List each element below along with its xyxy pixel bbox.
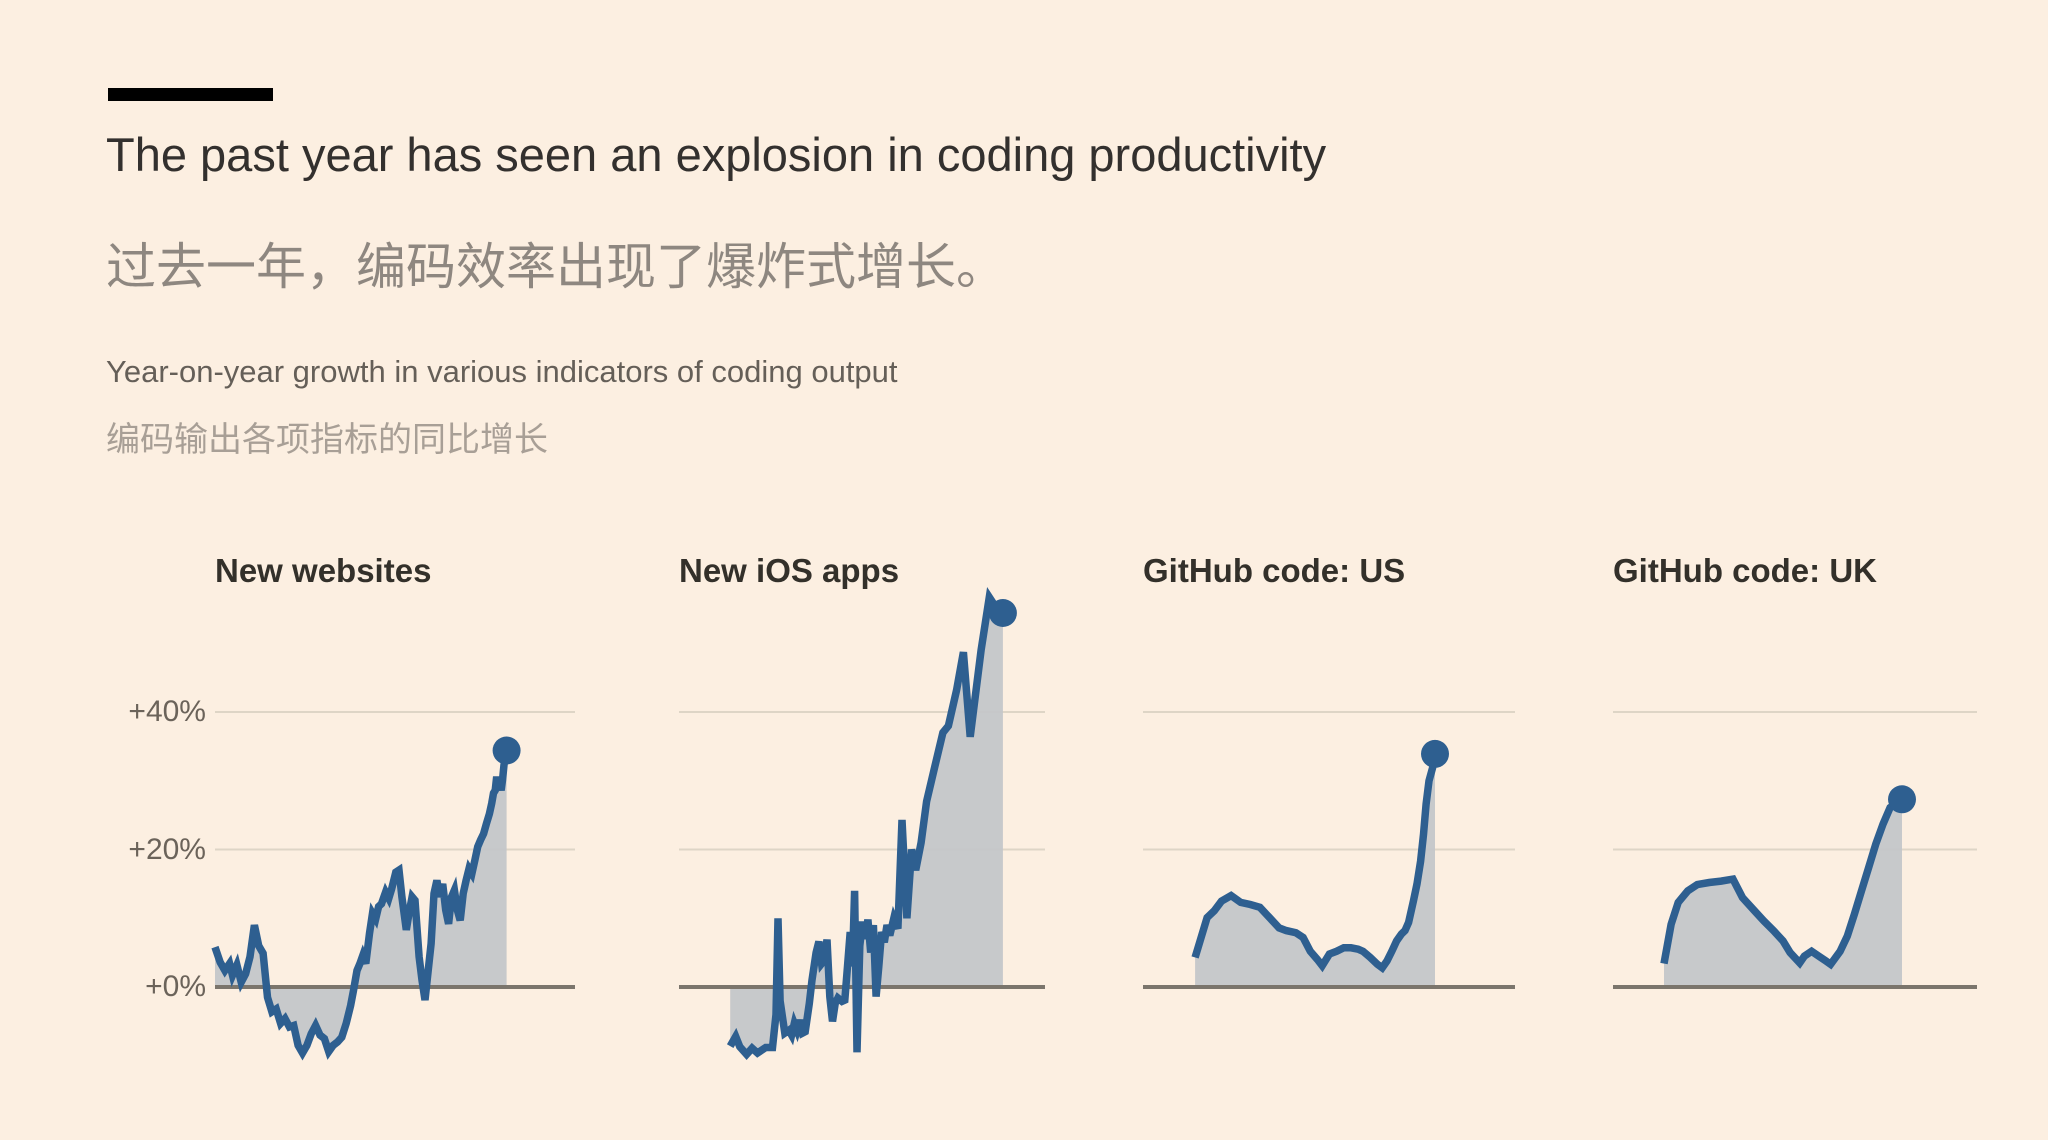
series-line — [726, 587, 1006, 1061]
endpoint-dot — [1888, 785, 1916, 814]
endpoint-dot — [988, 599, 1017, 627]
chart-title: GitHub code: US — [1143, 552, 1406, 589]
area-fill — [1664, 799, 1902, 987]
y-axis-label-20: +20% — [128, 833, 206, 866]
kicker-bar — [108, 88, 273, 101]
series-line — [1660, 796, 1905, 970]
page-title: The past year has seen an explosion in c… — [106, 128, 1327, 181]
chart-plot-new-websites — [211, 711, 575, 1061]
y-axis-label-0: +0% — [145, 970, 206, 1003]
chart-title: GitHub code: UK — [1613, 552, 1877, 589]
chart-plot-github-code-uk — [1613, 711, 1977, 989]
chart-plot-github-code-us — [1143, 711, 1515, 989]
series-line — [1191, 753, 1439, 974]
chart-new-ios-apps: New iOS apps — [679, 0, 1045, 1140]
y-axis-label-40: +40% — [128, 695, 206, 728]
chart-new-websites: New websites — [211, 0, 575, 1140]
chart-github-code-uk: GitHub code: UK — [1613, 0, 1977, 1140]
chart-github-code-us: GitHub code: US — [1143, 0, 1515, 1140]
series-line — [211, 749, 511, 1061]
endpoint-dot — [492, 736, 521, 765]
area-fill — [215, 750, 507, 1053]
page-subtitle-chinese: 编码输出各项指标的同比增长 — [106, 421, 548, 459]
chart-title: New websites — [215, 552, 432, 589]
area-fill — [730, 597, 1003, 1055]
chart-title: New iOS apps — [679, 552, 900, 589]
page-subtitle: Year-on-year growth in various indicator… — [106, 354, 898, 389]
chart-plot-new-ios-apps — [679, 587, 1045, 1061]
area-fill — [1195, 753, 1435, 987]
endpoint-dot — [1421, 739, 1449, 768]
page-title-chinese: 过去一年，编码效率出现了爆炸式增长。 — [106, 239, 1006, 295]
